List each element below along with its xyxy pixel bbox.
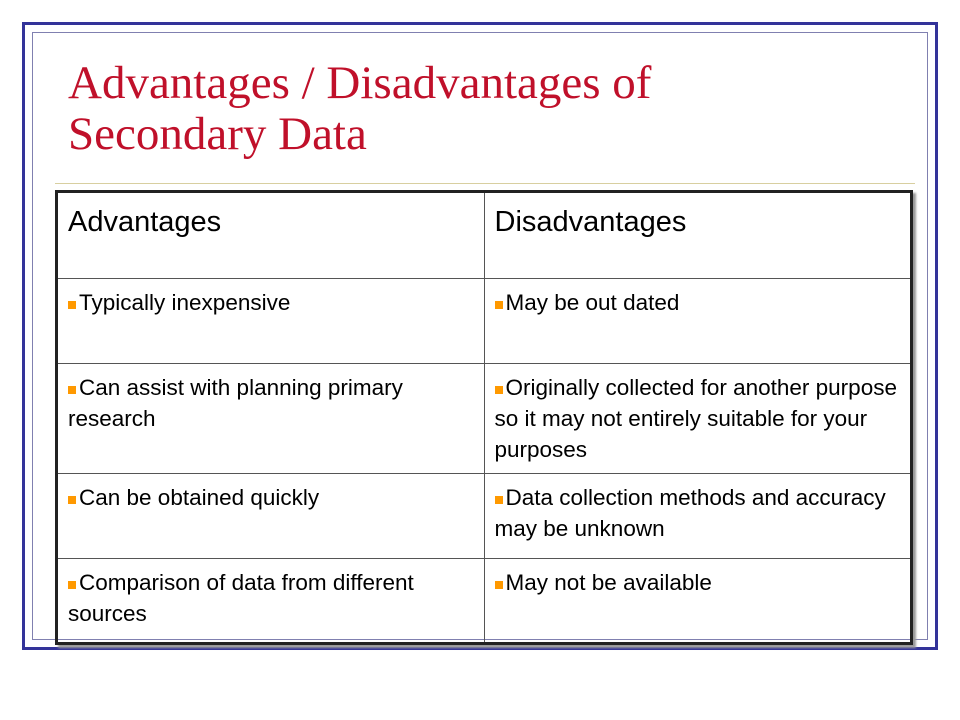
bullet — [68, 496, 76, 504]
cell-text: Can be obtained quickly — [79, 485, 320, 510]
table-cell: Comparison of data from different source… — [56, 558, 485, 644]
slide-title: Advantages / Disadvantages of Secondary … — [68, 57, 652, 160]
table-cell: Typically inexpensive — [56, 278, 485, 364]
table-row: Typically inexpensive May be out dated — [56, 278, 912, 364]
header-cell: Advantages — [56, 191, 485, 279]
cell-text: May not be available — [505, 570, 712, 595]
comparison-table: Advantages Disadvantages Typically inexpen… — [55, 190, 913, 645]
table-cell: Data collection methods and accuracy may… — [483, 473, 912, 559]
title-rule — [55, 183, 915, 184]
table-cell: Can assist with planning primary researc… — [56, 363, 485, 474]
bullet — [494, 301, 503, 309]
header-cell: Disadvantages — [483, 191, 912, 279]
table-cell: Can be obtained quickly — [56, 473, 485, 559]
bullet — [68, 301, 76, 309]
table-cell: Originally collected for another purpose… — [483, 363, 912, 474]
table-row: Can assist with planning primary researc… — [56, 363, 912, 474]
cell-text: Can assist with planning primary researc… — [68, 375, 403, 431]
cell-text: Comparison of data from different source… — [68, 570, 414, 626]
outer-frame — [22, 22, 938, 650]
table-cell: May be out dated — [483, 278, 912, 364]
header-row: Advantages Disadvantages — [56, 191, 912, 279]
cell-text: Data collection methods and accuracy may… — [494, 485, 886, 541]
bullet — [68, 581, 76, 589]
bullet — [68, 386, 76, 394]
bullet — [494, 496, 503, 504]
table-row: Comparison of data from different source… — [56, 558, 912, 644]
bullet — [494, 386, 503, 394]
cell-text: Typically inexpensive — [79, 290, 291, 315]
cell-text: Originally collected for another purpose… — [494, 375, 897, 462]
table-cell: May not be available — [483, 558, 912, 644]
bullet — [494, 581, 503, 589]
cell-text: May be out dated — [505, 290, 680, 315]
table-row: Can be obtained quickly Data collection m… — [56, 473, 912, 559]
